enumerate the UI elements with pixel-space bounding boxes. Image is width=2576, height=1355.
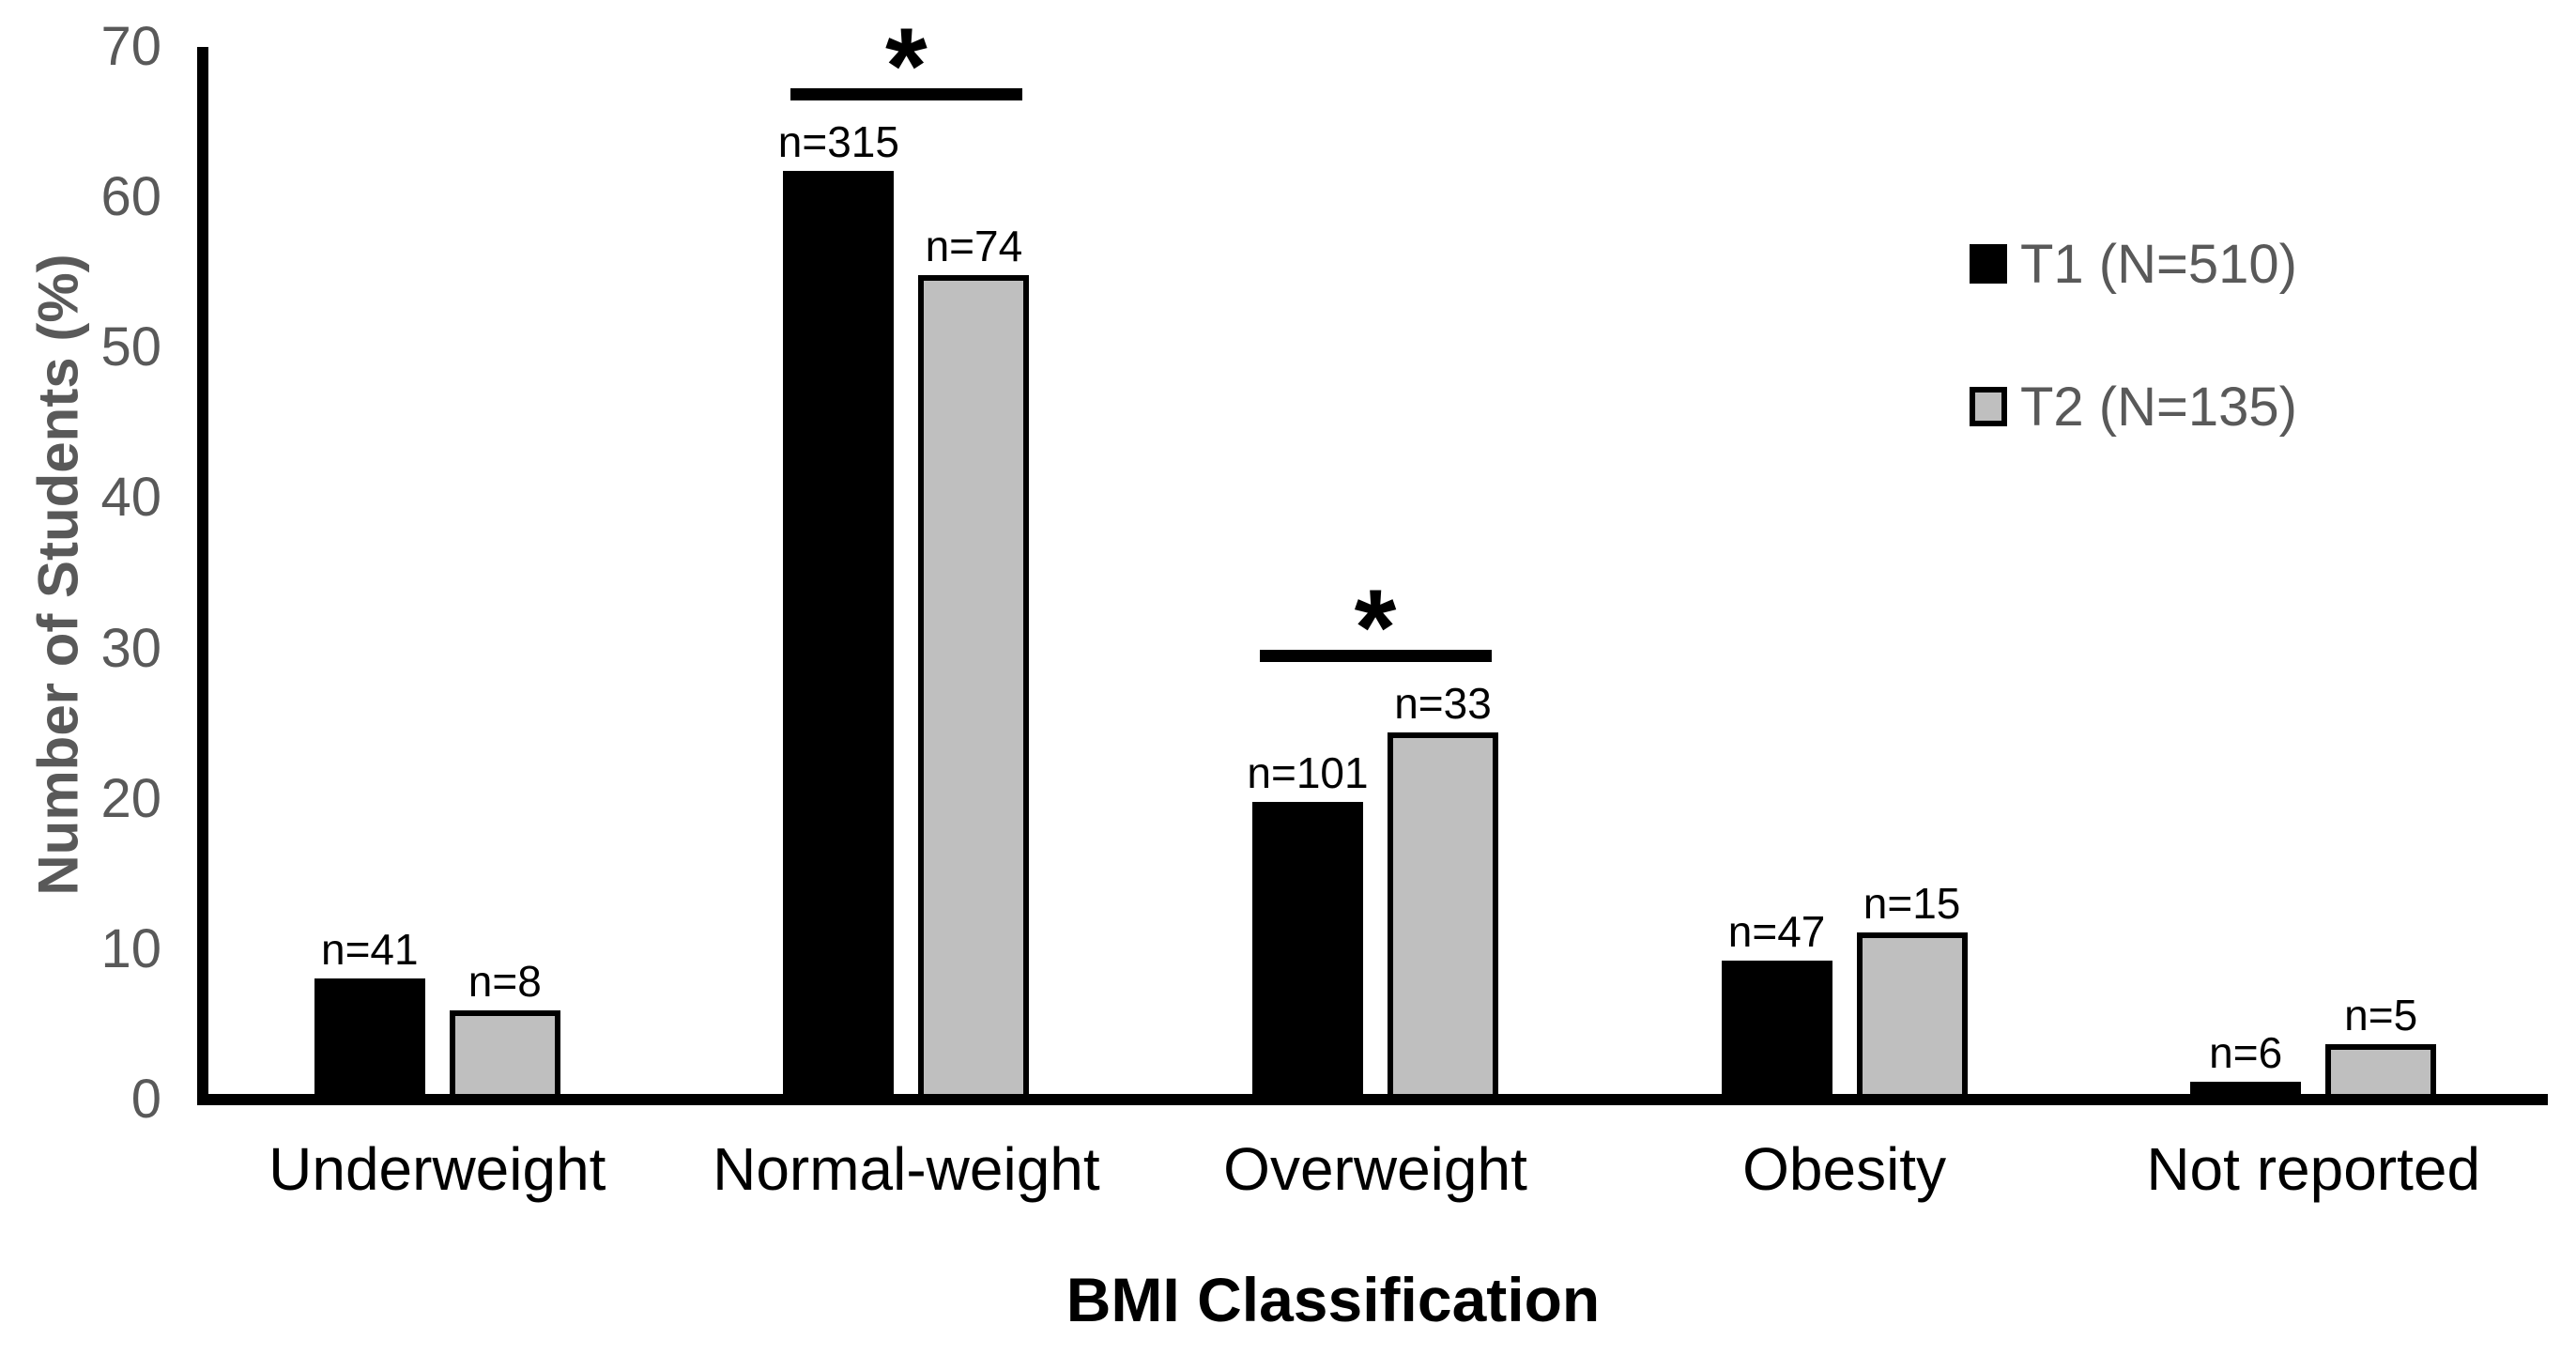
bar-count-label: n=101 <box>1247 747 1369 797</box>
x-axis-title: BMI Classification <box>1066 1265 1601 1334</box>
category-label: Not reported <box>2146 1135 2481 1203</box>
bar <box>1252 801 1363 1100</box>
legend-swatch <box>1970 387 2007 426</box>
bar-count-label: n=8 <box>468 957 542 1007</box>
category-label: Obesity <box>1742 1135 1947 1203</box>
bar <box>2190 1082 2302 1100</box>
significance-asterisk: * <box>885 6 928 127</box>
legend-label: T2 (N=135) <box>2020 376 2297 438</box>
bar <box>1856 932 1968 1100</box>
y-tick-label: 20 <box>100 767 161 829</box>
bar <box>2325 1043 2437 1100</box>
significance-bracket <box>790 87 1022 100</box>
significance-bracket <box>1259 649 1492 662</box>
bar-count-label: n=33 <box>1394 678 1492 728</box>
y-tick-label: 10 <box>100 917 161 979</box>
legend-item: T1 (N=510) <box>1970 233 2297 295</box>
bar-count-label: n=315 <box>777 116 899 166</box>
bar-count-label: n=41 <box>320 925 419 975</box>
y-tick-label: 70 <box>100 16 161 77</box>
y-tick-label: 60 <box>100 166 161 228</box>
y-tick-label: 30 <box>100 617 161 679</box>
bar <box>918 275 1030 1100</box>
y-axis-line <box>197 47 208 1105</box>
bar <box>783 170 895 1100</box>
legend-label: T1 (N=510) <box>2020 233 2297 295</box>
bar <box>314 978 425 1100</box>
category-label: Overweight <box>1223 1135 1527 1203</box>
legend-swatch <box>1970 244 2007 284</box>
y-tick-label: 50 <box>100 316 161 378</box>
bar <box>1388 731 1498 1100</box>
y-tick-label: 40 <box>100 467 161 529</box>
significance-asterisk: * <box>1354 567 1397 688</box>
legend-item: T2 (N=135) <box>1970 376 2297 438</box>
bar <box>449 1010 560 1100</box>
bar-count-label: n=5 <box>2344 990 2418 1039</box>
bar-count-label: n=15 <box>1863 879 1961 929</box>
bar-count-label: n=47 <box>1727 907 1826 957</box>
category-label: Underweight <box>268 1135 606 1203</box>
bar-count-label: n=6 <box>2209 1028 2283 1078</box>
bar-count-label: n=74 <box>925 222 1023 271</box>
category-label: Normal-weight <box>713 1135 1100 1203</box>
y-tick-label: 0 <box>130 1069 161 1130</box>
bar <box>1721 961 1832 1100</box>
